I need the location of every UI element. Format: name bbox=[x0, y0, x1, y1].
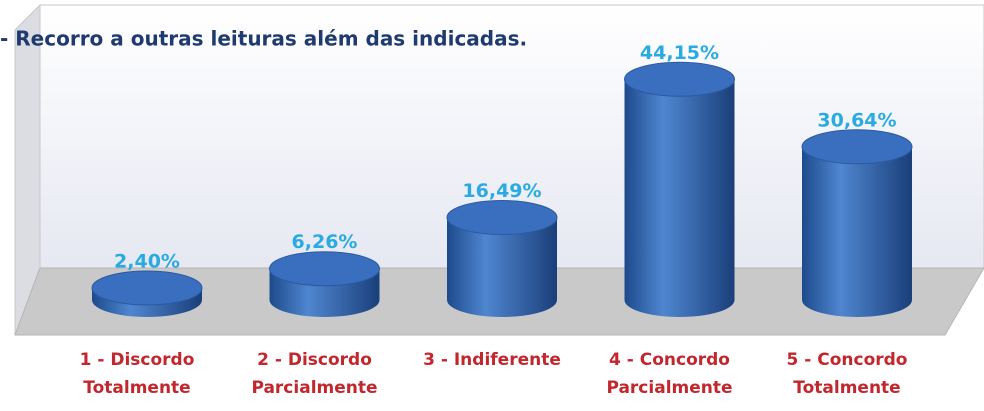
x-tick-label: 3 - Indiferente bbox=[423, 350, 561, 370]
bar bbox=[446, 200, 558, 317]
cylinder-body bbox=[802, 146, 912, 317]
value-label: 6,26% bbox=[292, 231, 358, 253]
x-tick-label: Totalmente bbox=[83, 378, 190, 398]
x-tick-label: Parcialmente bbox=[606, 378, 732, 398]
value-label: 30,64% bbox=[817, 109, 896, 131]
bar bbox=[91, 270, 203, 317]
cylinder-body bbox=[624, 79, 735, 317]
value-label: 2,40% bbox=[114, 251, 180, 273]
x-tick-label: 2 - Discordo bbox=[257, 350, 372, 370]
cylinder-top bbox=[269, 251, 380, 287]
x-tick-label: 1 - Discordo bbox=[80, 350, 195, 370]
bar bbox=[269, 251, 380, 317]
cylinder-top bbox=[446, 200, 558, 236]
x-tick-label: 4 - Concordo bbox=[609, 350, 730, 370]
x-tick-label: Totalmente bbox=[793, 378, 900, 398]
cylinder-top bbox=[91, 270, 203, 306]
cylinder-body bbox=[447, 217, 557, 317]
x-tick-label: Parcialmente bbox=[251, 378, 377, 398]
value-label: 44,15% bbox=[640, 42, 719, 64]
cylinder-top bbox=[624, 61, 735, 97]
bar bbox=[624, 61, 735, 317]
x-tick-label: 5 - Concordo bbox=[787, 350, 908, 370]
bar bbox=[801, 129, 913, 317]
value-label: 16,49% bbox=[462, 180, 541, 202]
chart-title: - Recorro a outras leituras além das ind… bbox=[0, 27, 527, 51]
cylinder-top bbox=[801, 129, 913, 165]
